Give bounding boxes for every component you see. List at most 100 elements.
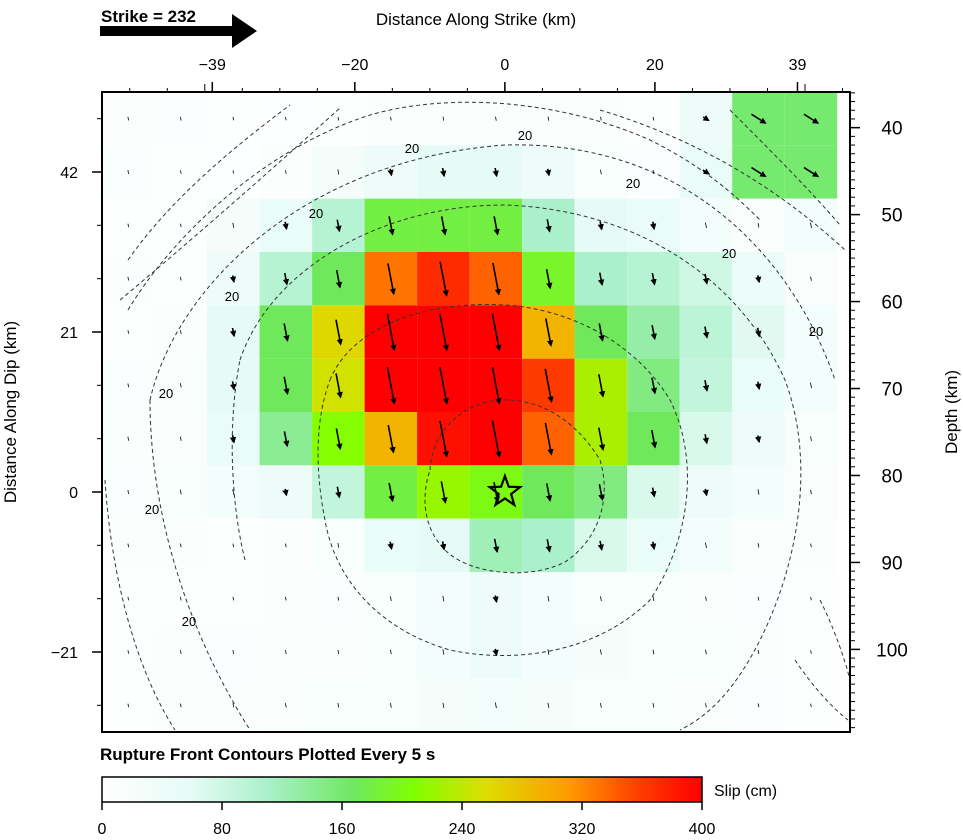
slip-vector <box>285 543 287 548</box>
right-axis-title: Depth (km) <box>942 370 961 454</box>
slip-vector <box>810 436 812 442</box>
slip-vector <box>337 169 340 175</box>
slip-vector <box>810 650 812 654</box>
contour-label: 20 <box>182 614 196 629</box>
slip-vector <box>180 276 182 281</box>
slip-vector <box>598 374 606 398</box>
slip-vector <box>232 489 235 495</box>
slip-vector <box>491 367 502 405</box>
slip-vector <box>757 649 760 655</box>
colorbar-tick-label: 400 <box>689 821 716 838</box>
slip-vector <box>757 703 760 708</box>
slip-vector <box>283 323 290 342</box>
slip-vector <box>705 222 707 229</box>
slip-vector <box>180 116 182 121</box>
slip-vector <box>492 648 499 657</box>
slip-vector <box>544 368 554 404</box>
slip-vector <box>439 367 450 405</box>
slip-vector <box>180 330 182 334</box>
slip-vector <box>650 377 658 395</box>
slip-vector <box>702 488 709 497</box>
y-right-tick-label: 100 <box>876 640 908 661</box>
right-axis: 40 50 60 70 80 90 100 <box>850 92 908 729</box>
slip-vector <box>600 169 602 175</box>
slip-vector <box>652 703 655 708</box>
slip-vector <box>390 649 392 655</box>
y-left-tick-label: 0 <box>69 485 78 502</box>
slip-vector <box>390 702 392 708</box>
colorbar-label: Slip (cm) <box>714 783 777 800</box>
slip-cells <box>102 92 838 732</box>
slip-vector <box>282 221 289 231</box>
slip-vector <box>442 595 445 602</box>
slip-vector <box>491 420 502 459</box>
slip-vector <box>597 272 605 286</box>
slip-vector <box>229 381 237 391</box>
slip-vector <box>702 434 709 445</box>
slip-vector <box>285 703 287 708</box>
slip-vector <box>335 219 342 233</box>
slip-vector <box>440 541 447 551</box>
slip-vector <box>229 275 237 284</box>
slip-vector <box>387 168 394 177</box>
contour-label: 20 <box>159 386 173 401</box>
slip-vector <box>755 381 762 391</box>
slip-vector <box>705 542 707 549</box>
slip-vector <box>439 420 449 458</box>
slip-vector <box>598 484 605 501</box>
contour-label: 20 <box>722 246 736 261</box>
slip-vector <box>751 166 767 178</box>
slip-vector <box>652 596 655 602</box>
slip-vector <box>180 703 182 708</box>
slip-vector <box>439 261 449 297</box>
colorbar-tick-label: 0 <box>98 821 107 838</box>
slip-vector <box>180 170 182 174</box>
slip-vector <box>810 276 812 281</box>
y-right-tick-label: 70 <box>881 380 902 401</box>
slip-vector <box>492 595 499 604</box>
contour-line <box>231 204 802 731</box>
colorbar-ticks: 0 80 160 240 320 400 <box>98 802 716 838</box>
slip-vector <box>544 168 552 177</box>
slip-vector <box>598 427 606 451</box>
slip-vector <box>335 269 343 289</box>
slip-vector <box>388 216 395 236</box>
slip-vector <box>127 650 129 654</box>
slip-vector <box>127 170 130 174</box>
slip-vector <box>387 263 396 296</box>
slip-vector <box>757 596 760 601</box>
slip-vector <box>650 221 657 231</box>
contour-label: 20 <box>145 502 159 517</box>
slip-vector <box>127 223 129 228</box>
slip-vector <box>388 482 395 503</box>
slip-vector <box>702 273 710 285</box>
slip-vector <box>232 543 235 548</box>
strike-label: Strike = 232 <box>101 7 196 26</box>
slip-vector <box>650 541 657 551</box>
slip-vector <box>442 116 445 121</box>
slip-vector <box>127 116 129 121</box>
contour-label: 20 <box>309 206 323 221</box>
slip-vector <box>285 116 287 121</box>
slip-vector <box>179 436 182 441</box>
slip-vector <box>229 434 237 444</box>
contour-line <box>104 101 761 731</box>
slip-vectors <box>127 113 820 709</box>
slip-vector <box>335 428 343 451</box>
slip-vector <box>803 113 820 124</box>
slip-vector <box>751 113 767 124</box>
slip-vector <box>127 703 129 708</box>
slip-vector <box>597 221 604 231</box>
slip-vector <box>600 596 602 602</box>
slip-vector <box>493 538 500 554</box>
slip-vector <box>652 170 655 174</box>
slip-vector <box>386 367 397 405</box>
slip-vector <box>229 327 237 338</box>
slip-vector <box>127 330 129 334</box>
slip-vector <box>232 650 235 654</box>
slip-vector <box>337 596 340 601</box>
slip-vector <box>335 319 343 346</box>
left-axis-title: Distance Along Dip (km) <box>1 321 20 503</box>
slip-vector <box>547 649 550 655</box>
slip-vector <box>337 649 340 655</box>
